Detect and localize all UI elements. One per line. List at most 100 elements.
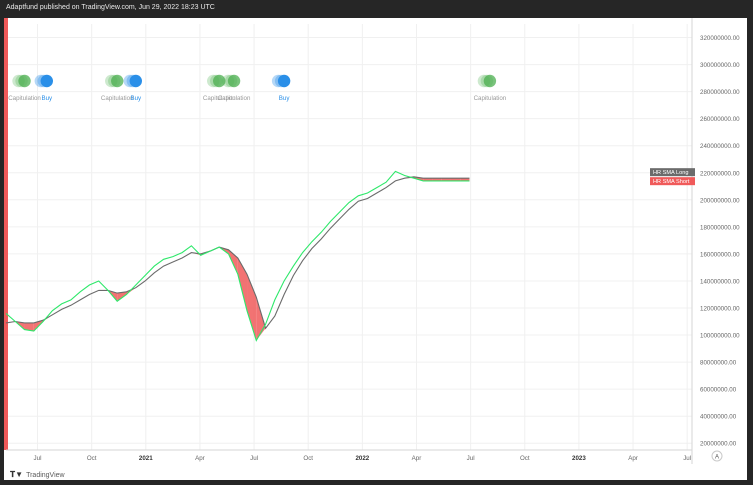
x-tick-label: Jul [250, 455, 258, 462]
capitulation-marker-circle [224, 74, 238, 88]
capitulation-signal-label: Capitulation [474, 95, 507, 102]
buy-signal: Buy [34, 74, 53, 102]
auto-scale-circle[interactable] [711, 450, 723, 462]
y-tick-label: 280000000.00 [700, 89, 740, 96]
tradingview-logo-text: TradingView [26, 471, 65, 479]
long-label-text: HR SMA Long [653, 170, 688, 176]
capitulation-signal: Capitulation [8, 74, 41, 102]
y-tick-label: 240000000.00 [700, 143, 740, 150]
buy-signal-label: Buy [130, 95, 142, 102]
y-axis: 20000000.00 40000000.00 60000000.00 8000000… [691, 18, 740, 464]
auto-scale-label[interactable]: A [715, 455, 719, 461]
attribution-text: Adaptfund published on TradingView.com, … [6, 4, 215, 11]
x-tick-label: Oct [520, 455, 530, 462]
sma-lines [5, 170, 470, 342]
bearish-fill-segment [450, 178, 461, 181]
buy-signal: Buy [123, 74, 142, 102]
buy-marker-circle [126, 74, 139, 88]
bearish-fill-segment [191, 252, 201, 256]
tradingview-logo[interactable]: 𝐓▼ TradingView [10, 470, 65, 480]
capitulation-marker-circle [207, 74, 220, 88]
x-tick-label: 2023 [572, 455, 586, 462]
x-tick-label: Oct [87, 455, 97, 462]
y-tick-label: 160000000.00 [700, 251, 740, 258]
capitulation-marker-circle [105, 74, 118, 88]
short-label-bg [650, 177, 695, 186]
x-tick-label: Oct [303, 455, 313, 462]
y-tick-label: 60000000.00 [700, 387, 737, 394]
short-label-text: HR SMA Short [653, 179, 690, 185]
y-tick-label: 200000000.00 [700, 197, 740, 204]
x-tick-label: Jul [683, 455, 691, 462]
capitulation-signal: Capitulation [101, 74, 134, 102]
y-tick-label: 140000000.00 [700, 278, 740, 285]
capitulation-signal-label: Capitulation [8, 95, 41, 102]
capitulation-signal: Capitulation [474, 74, 507, 102]
x-tick-label: Jul [34, 455, 42, 462]
capitulation-marker-circle [12, 74, 25, 88]
y-tick-label: 320000000.00 [700, 35, 740, 42]
plot-background [6, 24, 692, 450]
bearish-fill-segment [247, 274, 257, 341]
y-tick-label: 100000000.00 [700, 333, 740, 340]
buy-marker-circle [37, 74, 50, 88]
bearish-fill-segment [432, 178, 442, 181]
left-edge-marker [4, 18, 8, 450]
y-tick-label: 300000000.00 [700, 62, 740, 69]
bearish-fill-segment [441, 178, 451, 181]
capitulation-signal: Capitulation [218, 74, 251, 102]
capitulation-signal-label: Capitulation [218, 95, 251, 102]
capitulation-marker-circle [108, 74, 121, 88]
capitulation-signal: Capitulation [203, 74, 236, 102]
y-tick-label: 260000000.00 [700, 116, 740, 123]
bearish-fill-segment [460, 178, 470, 181]
buy-marker-circle [277, 74, 291, 88]
buy-marker-circle [271, 74, 285, 88]
x-axis: Jul Oct 2021 Apr Jul Oct 2022 Apr Jul Oct 2023 Apr J… [6, 449, 692, 462]
capitulation-signal-label: Capitulation [101, 95, 134, 102]
x-tick-label: Jul [467, 455, 475, 462]
buy-marker-circle [34, 74, 47, 88]
capitulation-marker-circle [18, 74, 31, 88]
capitulation-marker-circle [213, 74, 226, 88]
long-label-tag: HR SMA Long [650, 168, 695, 177]
y-tick-label: 220000000.00 [700, 170, 740, 177]
capitulation-marker-circle [477, 74, 491, 88]
x-tick-label: 2021 [139, 455, 153, 462]
chart-svg[interactable]: Jul Oct 2021 Apr Jul Oct 2022 Apr Jul Oct 2023 Apr J… [4, 18, 747, 480]
x-tick-label: Apr [195, 455, 205, 462]
buy-signal-label: Buy [41, 95, 53, 102]
x-tick-label: Apr [412, 455, 422, 462]
y-tick-label: 20000000.00 [700, 441, 737, 448]
y-tick-label: 80000000.00 [700, 360, 737, 367]
y-tick-label: 40000000.00 [700, 414, 737, 421]
price-labels: HR SMA Long HR SMA Short [650, 168, 695, 186]
buy-marker-circle [274, 74, 288, 88]
buy-marker-circle [40, 74, 53, 88]
sma-long-line [5, 176, 470, 330]
auto-scale-button[interactable]: A [711, 450, 723, 462]
long-label-bg [650, 168, 695, 177]
tradingview-logo-icon: 𝐓▼ [10, 470, 24, 479]
buy-signal-label: Buy [279, 95, 291, 102]
capitulation-marker-circle [221, 74, 235, 88]
buy-marker-circle [123, 74, 136, 88]
buy-signal: Buy [271, 74, 291, 102]
capitulation-marker-circle [111, 74, 124, 88]
sma-short-line [5, 170, 470, 342]
y-tick-label: 120000000.00 [700, 306, 740, 313]
capitulation-marker-circle [483, 74, 497, 88]
chart-area[interactable]: Jul Oct 2021 Apr Jul Oct 2022 Apr Jul Oct 2023 Apr J… [4, 18, 747, 480]
capitulation-marker-circle [210, 74, 223, 88]
short-label-tag: HR SMA Short [650, 177, 695, 186]
bearish-fill-segment [24, 322, 34, 331]
x-tick-label: 2022 [355, 455, 369, 462]
buy-marker-circle [129, 74, 142, 88]
capitulation-marker-circle [227, 74, 241, 88]
x-tick-label: Apr [628, 455, 638, 462]
capitulation-signal-label: Capitulation [203, 95, 236, 102]
capitulation-marker-circle [15, 74, 28, 88]
bearish-fill-segment [256, 297, 266, 341]
